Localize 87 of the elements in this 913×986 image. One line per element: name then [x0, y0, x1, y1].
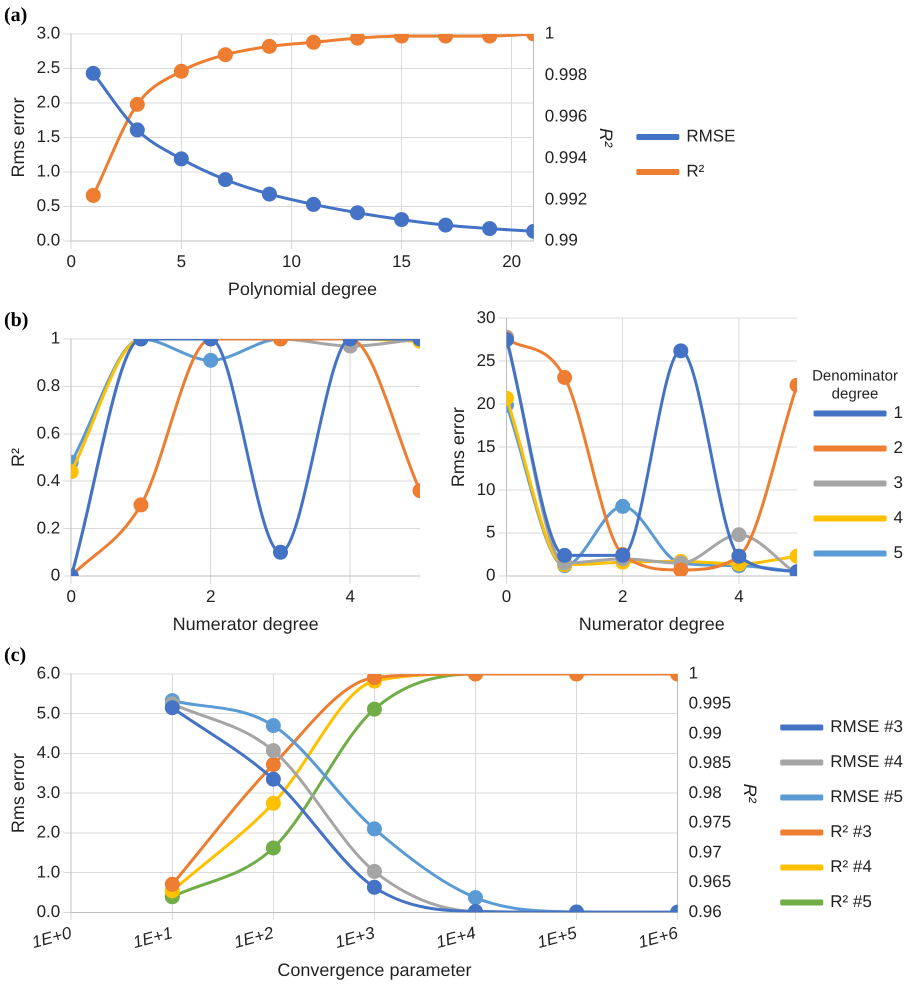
x-axis-title: Polynomial degree — [228, 279, 378, 300]
x-tick-label: 4 — [734, 586, 744, 606]
y2-tick-label: 0.975 — [688, 812, 732, 832]
y-tick-label: 1 — [50, 328, 60, 348]
chart-title: (c) — [4, 644, 26, 666]
y2-axis-title: R² — [740, 784, 760, 804]
y-tick-label: 20 — [476, 394, 496, 413]
y-tick-label: 1.0 — [36, 162, 60, 181]
legend-label: RMSE #5 — [830, 787, 903, 806]
legend-label: 2 — [894, 438, 904, 458]
y2-tick-label: 0.98 — [688, 782, 722, 802]
y2-tick-label: 0.992 — [544, 189, 588, 208]
chart-title: (a) — [4, 4, 28, 26]
x-tick-label: 1E+5 — [535, 923, 580, 952]
y-tick-label: 15 — [476, 436, 496, 456]
y2-tick-label: 0.985 — [688, 753, 732, 772]
y2-tick-label: 0.994 — [544, 148, 588, 167]
legend-title: Denominator degree — [812, 368, 898, 403]
legend-label: R² #5 — [830, 892, 872, 912]
y-tick-label: 2.0 — [36, 92, 60, 112]
y2-tick-label: 0.995 — [688, 693, 732, 712]
legend-label: 5 — [894, 543, 904, 562]
y-tick-label: 3.0 — [36, 782, 60, 802]
y2-tick-label: 0.96 — [688, 902, 722, 921]
y2-tick-label: 0.99 — [544, 230, 578, 250]
x-axis-title: Numerator degree — [172, 614, 319, 634]
y-tick-label: 0.6 — [36, 423, 60, 442]
legend-label: R² #4 — [830, 857, 872, 876]
y2-tick-label: 0.965 — [688, 872, 732, 892]
y-tick-label: 0.4 — [36, 470, 60, 490]
y-tick-label: 5.0 — [36, 703, 60, 722]
x-tick-label: 1E+4 — [434, 923, 478, 952]
x-tick-label: 15 — [392, 252, 412, 271]
y-tick-label: 0.0 — [36, 902, 60, 921]
legend-label: RMSE #4 — [830, 752, 903, 772]
legend-label: 1 — [894, 403, 904, 422]
x-tick-label: 1E+3 — [332, 923, 378, 952]
x-tick-label: 4 — [346, 586, 355, 606]
y-tick-label: 10 — [476, 480, 496, 499]
x-tick-label: 2 — [618, 586, 628, 606]
y-tick-label: 0.8 — [36, 376, 60, 396]
y-tick-label: 0.5 — [36, 196, 60, 216]
legend-label: RMSE #3 — [830, 717, 903, 736]
y-tick-label: 1.5 — [36, 127, 60, 146]
x-axis-title: Numerator degree — [578, 614, 725, 634]
x-tick-label: 5 — [176, 252, 186, 271]
x-tick-label: 10 — [282, 252, 301, 271]
y-tick-label: 30 — [476, 308, 496, 327]
legend-label: R² — [686, 162, 705, 181]
chart-title: (b) — [4, 309, 28, 332]
x-tick-label: 1E+0 — [30, 923, 74, 952]
y2-tick-label: 1 — [688, 664, 698, 683]
legend-label: RMSE — [686, 126, 736, 146]
y-axis-title: Rms error — [8, 753, 28, 834]
y-tick-label: 4.0 — [36, 743, 60, 762]
y-tick-label: 0 — [50, 566, 60, 585]
y-tick-label: 2.5 — [36, 58, 60, 78]
y-tick-label: 6.0 — [36, 664, 60, 683]
y2-tick-label: 0.99 — [688, 723, 722, 742]
y-tick-label: 5 — [486, 522, 496, 542]
y-axis-title: Rms error — [448, 407, 468, 488]
legend-label: R² #3 — [830, 822, 872, 842]
x-tick-label: 20 — [502, 252, 522, 271]
legend-label: 3 — [894, 473, 904, 492]
x-tick-label: 1E+6 — [636, 923, 680, 952]
y2-axis-title: R² — [596, 128, 616, 148]
y-axis-title: Rms error — [8, 97, 28, 178]
y-tick-label: 25 — [476, 350, 496, 370]
y-tick-label: 0.2 — [36, 518, 60, 538]
y-tick-label: 0.0 — [36, 230, 60, 250]
y2-tick-label: 0.996 — [544, 106, 588, 126]
y-tick-label: 3.0 — [36, 24, 60, 43]
y2-tick-label: 0.97 — [688, 842, 722, 862]
y-tick-label: 2.0 — [36, 822, 60, 842]
legend-label: 4 — [894, 508, 904, 528]
x-tick-label: 1E+1 — [130, 923, 175, 952]
y-tick-label: 1.0 — [36, 862, 60, 882]
x-axis-title: Convergence parameter — [277, 960, 472, 980]
y-axis-title: R² — [8, 448, 28, 467]
x-tick-label: 0 — [66, 252, 76, 271]
x-tick-label: 0 — [502, 586, 512, 606]
x-tick-label: 0 — [66, 586, 76, 606]
x-tick-label: 1E+2 — [232, 923, 276, 952]
x-tick-label: 2 — [206, 586, 216, 606]
y-tick-label: 0 — [486, 566, 496, 585]
y2-tick-label: 0.998 — [544, 65, 588, 84]
y2-tick-label: 1 — [544, 24, 554, 43]
